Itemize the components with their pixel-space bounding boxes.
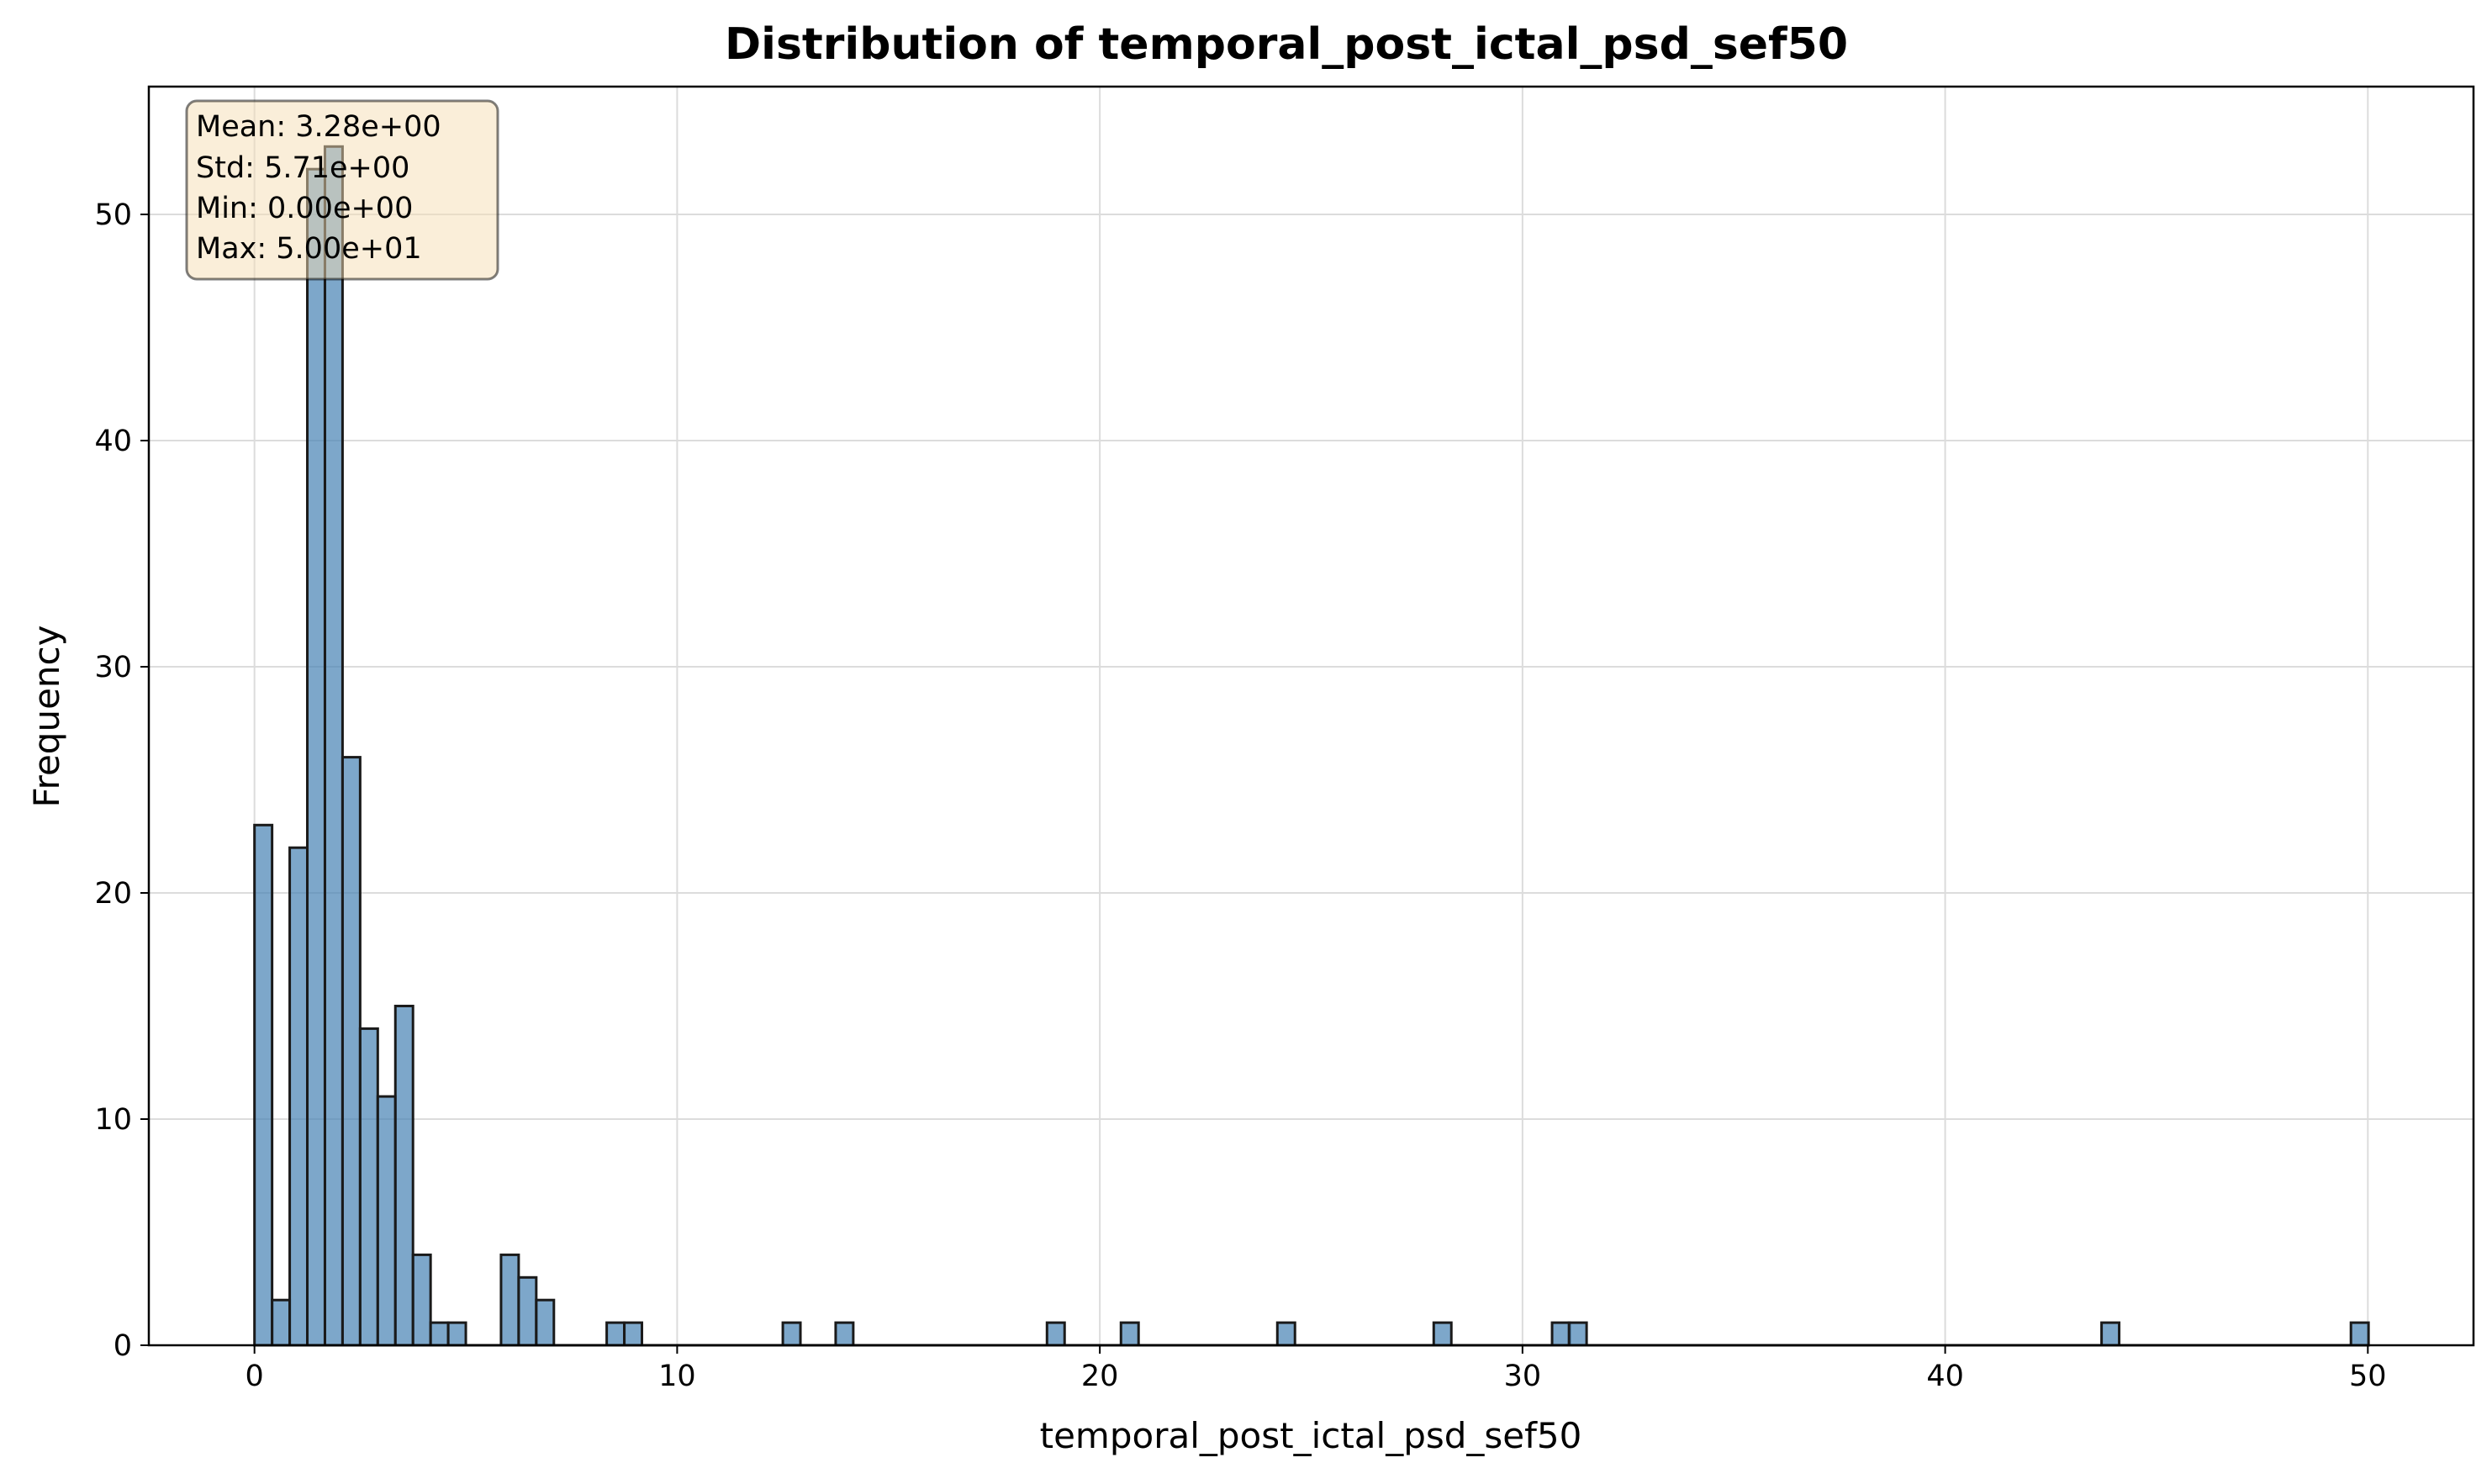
histogram-bar xyxy=(623,1321,644,1347)
plot-area-frame xyxy=(147,85,2475,1347)
histogram-bar xyxy=(1432,1321,1453,1347)
stats-std: Std: 5.71e+00 xyxy=(196,151,409,185)
histogram-bar xyxy=(535,1298,556,1347)
histogram-bar xyxy=(358,1027,379,1347)
stats-max: Max: 5.00e+01 xyxy=(196,232,422,266)
histogram-bar xyxy=(605,1321,626,1347)
y-tick-label: 10 xyxy=(94,1103,132,1137)
stats-mean: Mean: 3.28e+00 xyxy=(196,110,441,144)
histogram-bar xyxy=(306,167,326,1347)
x-axis-label: temporal_post_ictal_psd_sef50 xyxy=(1040,1415,1582,1456)
y-axis-label: Frequency xyxy=(26,626,67,808)
histogram-bar xyxy=(1550,1321,1571,1347)
y-tick-label: 20 xyxy=(94,877,132,911)
x-tick-label: 50 xyxy=(2349,1360,2387,1393)
histogram-bar xyxy=(253,823,274,1347)
histogram-bar xyxy=(2100,1321,2121,1347)
histogram-bar xyxy=(323,145,344,1347)
histogram-bar xyxy=(2349,1321,2370,1347)
x-tick-label: 0 xyxy=(246,1360,264,1393)
histogram-bar xyxy=(271,1298,292,1347)
histogram-bar xyxy=(499,1253,520,1347)
histogram-bar xyxy=(834,1321,855,1347)
histogram-bar xyxy=(1275,1321,1296,1347)
histogram-bar xyxy=(446,1321,467,1347)
histogram-bar xyxy=(1119,1321,1140,1347)
histogram-bar xyxy=(411,1253,432,1347)
histogram-bar xyxy=(1045,1321,1066,1347)
x-tick-label: 20 xyxy=(1081,1360,1119,1393)
y-axis-ticks: 0 10 20 30 40 50 xyxy=(94,198,149,1363)
stats-min: Min: 0.00e+00 xyxy=(196,192,413,225)
x-tick-label: 10 xyxy=(658,1360,696,1393)
histogram-bar xyxy=(341,756,362,1347)
histogram-bar xyxy=(517,1275,538,1347)
y-tick-label: 50 xyxy=(94,198,132,232)
x-axis-ticks: 0 10 20 30 40 50 xyxy=(246,1345,2387,1393)
x-tick-label: 40 xyxy=(1926,1360,1964,1393)
stats-box: Mean: 3.28e+00 Std: 5.71e+00 Min: 0.00e+… xyxy=(185,99,499,281)
y-tick-label: 30 xyxy=(94,651,132,684)
chart-title: Distribution of temporal_post_ictal_psd_… xyxy=(725,19,1848,70)
x-tick-label: 30 xyxy=(1504,1360,1542,1393)
histogram-bar xyxy=(393,1004,414,1347)
y-tick-label: 0 xyxy=(114,1329,132,1363)
histogram-bar xyxy=(376,1095,397,1347)
histogram-bar xyxy=(781,1321,802,1347)
histogram-bar xyxy=(1567,1321,1588,1347)
y-tick-label: 40 xyxy=(94,425,132,458)
histogram-bar xyxy=(429,1321,450,1347)
histogram-bar xyxy=(288,846,309,1347)
stats-box-background xyxy=(185,99,499,281)
